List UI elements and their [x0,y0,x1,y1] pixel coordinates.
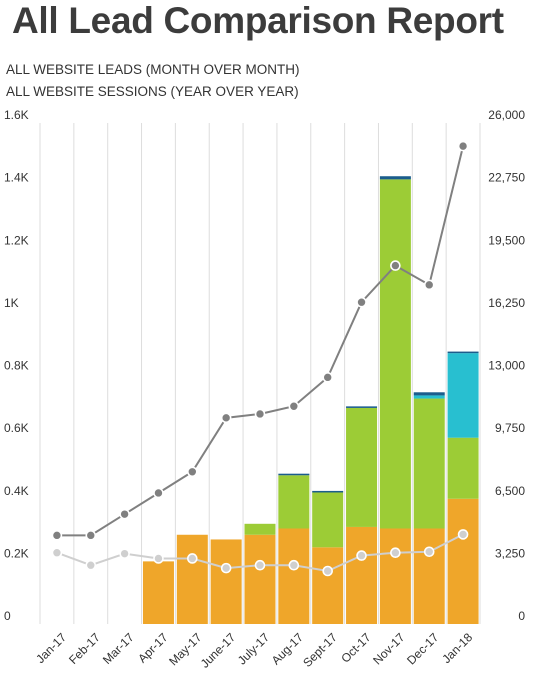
y2-tick-label: 26,000 [488,108,525,122]
x-tick-label: Sept-17 [300,630,340,670]
y2-tick-label: 9,750 [495,421,525,435]
bar-segment-0 [210,539,242,624]
grid-lines [39,123,481,624]
y-tick-label: 0 [4,609,11,623]
bar-segment-0 [176,534,208,624]
bar-segment-3 [379,176,411,180]
chart-subtitle-leads: ALL WEBSITE LEADS (MONTH OVER MONTH) [6,62,300,77]
y-tick-label: 1K [4,296,19,310]
series-point-0 [322,372,333,383]
bar-segment-0 [379,528,411,624]
bar-layer [142,176,479,624]
y-tick-label: 0.8K [4,359,29,373]
bar-segment-0 [346,526,378,624]
series-point-0 [187,466,198,478]
chart-subtitle-sessions: ALL WEBSITE SESSIONS (YEAR OVER YEAR) [6,84,299,99]
x-tick-label: June-17 [198,630,239,671]
bar-segment-1 [312,492,344,548]
y2-tick-label: 16,250 [488,296,525,310]
series-point-0 [457,140,469,152]
series-point-1 [288,559,300,571]
bar-segment-3 [447,351,479,354]
line-layer [51,140,469,577]
bar-segment-1 [413,398,445,529]
y-tick-label: 0.6K [4,421,29,435]
x-tick-label: Jan-18 [439,630,475,666]
series-point-1 [356,550,367,561]
x-tick-label: Aug-17 [269,630,306,667]
x-tick-label: Jan-17 [33,630,69,666]
y2-tick-label: 0 [518,609,525,623]
bar-segment-1 [278,475,310,529]
y2-tick-label: 19,500 [488,233,525,247]
bar-segment-1 [244,523,276,535]
series-point-0 [119,508,130,520]
series-point-0 [356,296,367,308]
series-point-1 [153,553,164,564]
series-point-1 [457,529,469,540]
bar-segment-3 [312,490,344,493]
y2-tick-label: 3,250 [495,546,525,560]
bar-segment-1 [447,437,479,499]
y-tick-label: 1.2K [4,233,29,247]
bar-segment-1 [379,179,411,529]
series-point-1 [220,562,232,574]
bar-segment-0 [447,498,479,624]
bar-segment-2 [413,395,445,399]
bar-segment-3 [346,406,378,408]
bar-segment-1 [346,407,378,527]
y-tick-label: 0.4K [4,484,29,498]
y2-tick-label: 13,000 [488,359,525,373]
series-point-1 [322,565,333,577]
series-point-0 [423,279,435,291]
x-tick-label: Nov-17 [370,630,407,667]
series-point-0 [288,400,300,412]
bar-segment-3 [413,392,445,396]
series-point-1 [119,548,130,559]
bar-segment-0 [413,528,445,624]
series-point-0 [153,487,164,499]
bar-segment-0 [142,561,174,624]
y2-tick-label: 22,750 [488,171,525,185]
y-tick-label: 1.4K [4,171,29,185]
series-point-0 [390,260,401,271]
series-point-1 [51,547,63,559]
y-tick-label: 1.6K [4,108,29,122]
y2-tick-label: 6,500 [495,484,525,498]
x-tick-label: Apr-17 [135,630,171,666]
x-tick-label: July-17 [235,630,272,667]
bar-segment-2 [447,353,479,438]
series-point-1 [423,546,435,558]
series-point-1 [85,559,97,571]
bar-segment-0 [278,528,310,624]
series-point-1 [254,559,266,571]
page-title: All Lead Comparison Report [12,0,504,41]
y-tick-label: 0.2K [4,546,29,560]
series-point-1 [390,547,401,559]
x-tick-label: Mar-17 [100,630,137,667]
series-point-0 [85,530,97,541]
x-tick-label: Feb-17 [66,630,103,667]
series-point-1 [187,553,198,564]
x-tick-label: Oct-17 [338,630,374,666]
bar-segment-0 [312,547,344,624]
series-point-0 [254,408,266,420]
series-point-0 [51,530,63,541]
series-point-0 [220,412,232,424]
bar-segment-3 [278,473,310,476]
bar-segment-0 [244,534,276,624]
x-tick-label: Dec-17 [404,630,441,667]
